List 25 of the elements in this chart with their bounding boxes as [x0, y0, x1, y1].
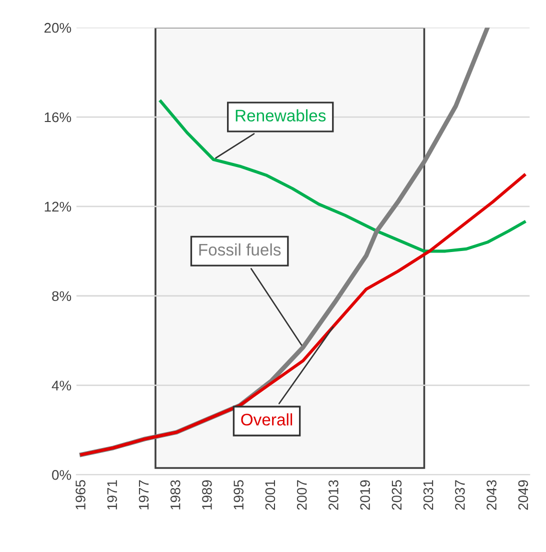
x-tick-label: 1995 — [234, 480, 244, 510]
y-tick-label: 16% — [44, 112, 72, 122]
y-tick-label: 4% — [52, 380, 72, 390]
line-series — [80, 174, 526, 456]
x-tick-label: 1983 — [170, 480, 180, 510]
x-tick-label: 1977 — [138, 480, 149, 510]
x-tick-label: 2025 — [392, 480, 402, 510]
x-tick-label: 1965 — [76, 480, 86, 510]
x-tick-label: 1989 — [202, 480, 212, 510]
x-tick-label: 2001 — [265, 480, 276, 510]
text: Renewables — [236, 109, 326, 122]
y-tick-label: 0% — [52, 470, 72, 480]
y-tick-label: 20% — [44, 22, 72, 33]
x-tick-label: 2043 — [486, 480, 496, 510]
x-tick-label: 2019 — [360, 480, 370, 510]
x-tick-label: 1971 — [107, 480, 118, 510]
text: Fossil fuels — [199, 243, 281, 256]
x-tick-label: 2031 — [423, 480, 434, 510]
y-tick-label: 12% — [44, 202, 72, 212]
x-tick-label: 2037 — [455, 480, 465, 510]
x-tick-label: 2007 — [296, 480, 307, 510]
series-label: Overall — [241, 413, 292, 426]
y-tick-label: 8% — [52, 291, 72, 302]
x-tick-label: 2049 — [518, 480, 528, 510]
x-tick-label: 2013 — [328, 480, 338, 510]
